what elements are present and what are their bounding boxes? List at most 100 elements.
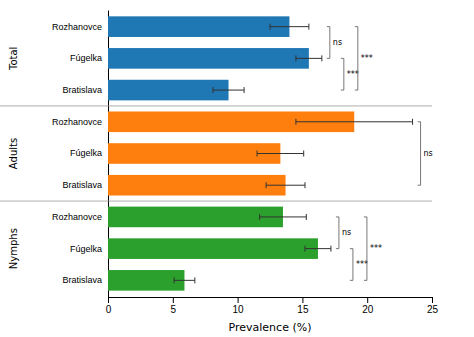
y-tick: Rozhanovce [52, 212, 108, 222]
significance-bracket: ns [327, 27, 342, 59]
x-tick-mark [108, 297, 109, 303]
bracket-line [350, 248, 353, 249]
plot-area [108, 16, 413, 290]
x-tick-mark [432, 297, 433, 303]
x-tick-label: 25 [427, 304, 439, 315]
bracket-line [364, 280, 367, 281]
error-bar-line [295, 119, 296, 125]
error-bar [266, 182, 305, 188]
error-bar [213, 87, 244, 93]
error-bar-line [296, 58, 322, 59]
significance-bracket: *** [355, 27, 373, 90]
y-tick-label: Bratislava [62, 275, 102, 285]
error-bar-line [306, 214, 307, 220]
bracket-line [336, 216, 339, 217]
y-tick-label: Fúgelka [70, 53, 102, 63]
significance-label: *** [347, 70, 359, 79]
bar [108, 238, 318, 259]
y-axis: Rozhanovce Fúgelka Bratislava Rozhanovce Fúg… [52, 11, 109, 298]
significance-bracket: ns [418, 122, 433, 185]
bar [108, 16, 289, 37]
x-axis-title: Prevalence (%) [229, 321, 312, 334]
bracket-line [350, 280, 353, 281]
y-tick-label: Bratislava [62, 85, 102, 95]
significance-bracket: ns [336, 217, 351, 249]
x-tick-mark [367, 297, 368, 303]
bracket-line [343, 58, 344, 90]
bracket-line [327, 58, 330, 59]
significance-label: *** [370, 244, 382, 253]
x-tick-label: 20 [362, 304, 374, 315]
y-tick-label: Rozhanovce [52, 22, 102, 32]
x-tick-mark [238, 297, 239, 303]
x-tick: 20 [362, 297, 374, 315]
group-label: Nymphs [8, 228, 19, 269]
error-bar-line [296, 121, 413, 122]
significance-label: *** [356, 260, 368, 269]
bracket-line [366, 217, 367, 280]
y-tick: Bratislava [62, 180, 108, 190]
y-tick: Bratislava [62, 275, 108, 285]
error-bar-line [305, 248, 331, 249]
error-bar-line [194, 277, 195, 283]
bracket-line [327, 26, 330, 27]
x-tick: 10 [233, 297, 245, 315]
chart: 0 5 10 15 20 25 Prevalence (%) Rozhanovce Fúgelk… [0, 0, 474, 337]
error-bar-line [270, 26, 309, 27]
error-bar [260, 214, 307, 220]
y-tick: Rozhanovce [52, 117, 108, 127]
error-bar-line [295, 55, 296, 61]
group-separator [0, 201, 432, 202]
error-bar-line [270, 24, 271, 30]
x-tick: 0 [106, 297, 112, 315]
error-bar-line [321, 55, 322, 61]
bracket-line [352, 249, 353, 281]
significance-label: ns [333, 38, 342, 47]
significance-bracket: *** [364, 217, 382, 280]
x-tick-mark [302, 297, 303, 303]
significance-label: *** [361, 54, 373, 63]
x-tick-label: 0 [106, 304, 112, 315]
y-tick-label: Rozhanovce [52, 117, 102, 127]
y-tick: Bratislava [62, 85, 108, 95]
x-tick-label: 5 [171, 304, 177, 315]
bracket-line [338, 217, 339, 249]
y-tick: Fúgelka [70, 148, 108, 158]
error-bar-line [266, 182, 267, 188]
bar [108, 207, 283, 228]
bracket-line [336, 248, 339, 249]
error-bar-line [174, 280, 195, 281]
bar [108, 143, 280, 164]
bracket-line [329, 27, 330, 59]
x-tick: 25 [427, 297, 439, 315]
error-bar-line [260, 216, 307, 217]
error-bar-line [304, 182, 305, 188]
y-tick-label: Bratislava [62, 180, 102, 190]
y-tick-label: Fúgelka [70, 244, 102, 254]
error-bar-line [213, 90, 244, 91]
x-axis: 0 5 10 15 20 25 [106, 297, 439, 315]
y-tick-label: Rozhanovce [52, 212, 102, 222]
error-bar-line [308, 24, 309, 30]
bracket-line [355, 90, 358, 91]
bar [108, 80, 229, 101]
x-tick-label: 15 [297, 304, 309, 315]
error-bar-line [304, 246, 305, 252]
y-tick-label: Fúgelka [70, 148, 102, 158]
bar [108, 48, 309, 69]
significance-label: ns [424, 149, 433, 158]
error-bar [296, 55, 322, 61]
error-bar [270, 24, 309, 30]
error-bar-line [244, 87, 245, 93]
error-bar [296, 119, 413, 125]
y-tick: Fúgelka [70, 244, 108, 254]
bar [108, 175, 286, 196]
x-tick: 5 [171, 297, 177, 315]
error-bar [305, 246, 331, 252]
error-bar-line [259, 214, 260, 220]
significance-bracket: *** [350, 249, 368, 281]
error-bar-line [257, 153, 304, 154]
bracket-line [418, 185, 421, 186]
error-bar [174, 277, 195, 283]
x-tick-mark [173, 297, 174, 303]
